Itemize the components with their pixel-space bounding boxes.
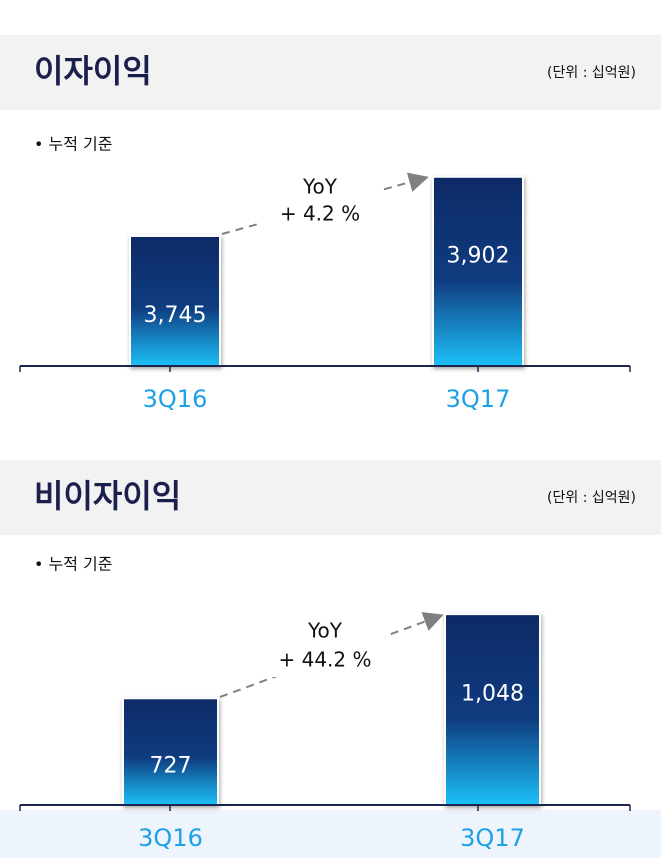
title-band bbox=[0, 35, 661, 110]
annotation: YoY bbox=[302, 175, 338, 199]
value-label: 727 bbox=[150, 754, 192, 779]
note: • 누적 기준 bbox=[34, 555, 113, 574]
value-label: 1,048 bbox=[461, 682, 524, 707]
x-tick-label: 3Q17 bbox=[446, 385, 511, 413]
bar bbox=[432, 175, 524, 367]
note: • 누적 기준 bbox=[34, 135, 113, 154]
value-label: 3,745 bbox=[144, 303, 207, 328]
bar bbox=[444, 613, 541, 806]
bar bbox=[129, 234, 221, 367]
title-band bbox=[0, 460, 661, 535]
value-label: 3,902 bbox=[447, 243, 510, 268]
chart-title: 이자이익 bbox=[34, 52, 152, 90]
annotation-bg bbox=[260, 172, 380, 231]
annotation: + 4.2 % bbox=[280, 202, 360, 226]
annotation: + 44.2 % bbox=[278, 648, 371, 672]
unit-label: (단위 : 십억원) bbox=[547, 65, 636, 81]
chart-title: 비이자이익 bbox=[34, 477, 181, 515]
footer-band bbox=[0, 810, 661, 858]
annotation: YoY bbox=[307, 619, 343, 643]
bar bbox=[122, 697, 219, 806]
x-tick-label: 3Q16 bbox=[143, 385, 208, 413]
x-tick-label: 3Q16 bbox=[138, 824, 203, 852]
x-tick-label: 3Q17 bbox=[460, 824, 525, 852]
annotation-bg bbox=[265, 616, 385, 677]
unit-label: (단위 : 십억원) bbox=[547, 490, 636, 506]
